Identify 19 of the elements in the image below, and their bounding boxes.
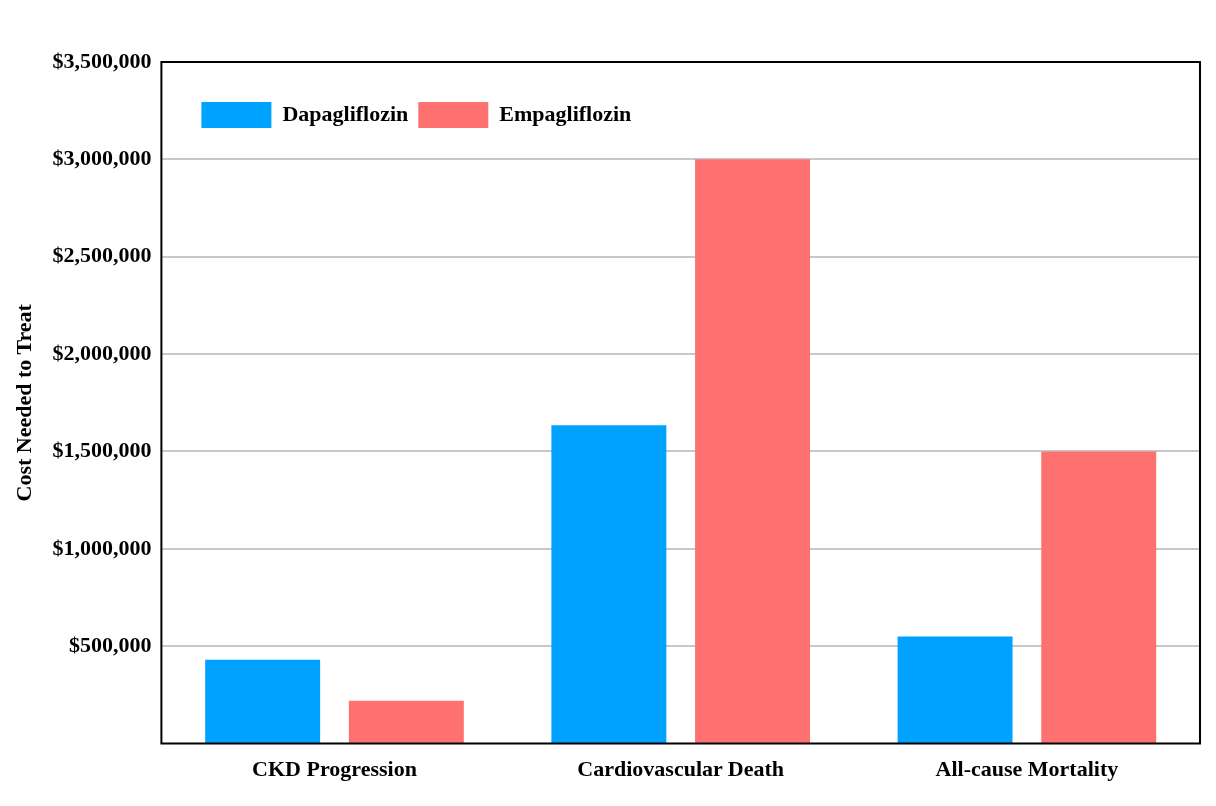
- bar: [551, 425, 667, 744]
- y-axis-title: Cost Needed to Treat: [10, 303, 36, 502]
- bar: [897, 636, 1013, 744]
- bar: [695, 159, 811, 744]
- legend-label: Empagliflozin: [499, 100, 632, 126]
- y-tick-label: $500,000: [68, 631, 152, 657]
- x-tick-label: Cardiovascular Death: [577, 756, 785, 782]
- y-tick-label: $2,000,000: [52, 339, 152, 365]
- y-tick-label: $3,500,000: [52, 47, 152, 73]
- bar: [348, 700, 464, 744]
- legend-label: Dapagliflozin: [282, 100, 409, 126]
- bar: [205, 659, 321, 744]
- bar: [1041, 451, 1157, 744]
- y-tick-label: $1,000,000: [52, 534, 152, 560]
- y-tick-label: $1,500,000: [52, 437, 152, 463]
- x-tick-label: All-cause Mortality: [935, 756, 1119, 782]
- x-tick-label: CKD Progression: [252, 756, 417, 782]
- y-tick-label: $2,500,000: [52, 242, 152, 268]
- y-tick-label: $3,000,000: [52, 145, 152, 171]
